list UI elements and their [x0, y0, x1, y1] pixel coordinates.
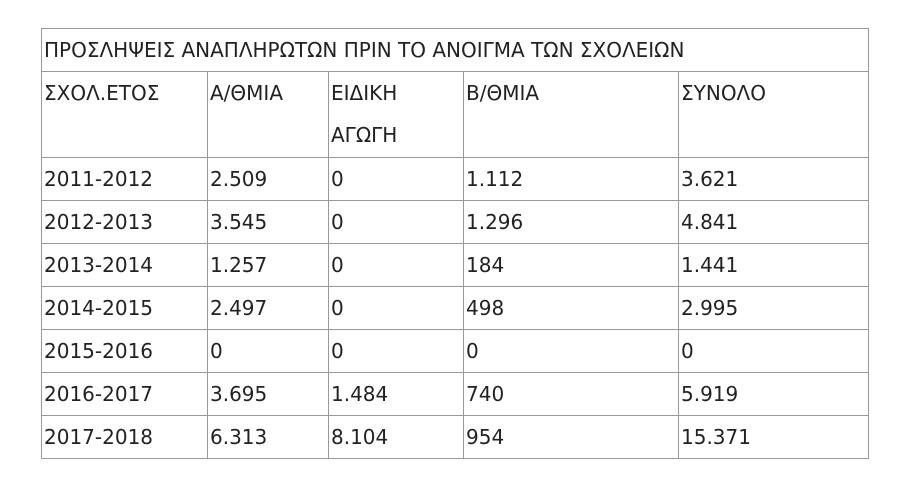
data-cell: 2014-2015 — [41, 286, 208, 330]
data-cell: 2011-2012 — [41, 157, 208, 201]
data-cell: 4.841 — [677, 200, 870, 244]
data-cell: 2015-2016 — [41, 329, 208, 373]
data-row: 2017-2018 6.313 8.104 954 15.371 — [41, 415, 870, 459]
data-cell: 2.995 — [677, 286, 870, 330]
data-cell: 498 — [463, 286, 679, 330]
data-cell: 1.441 — [677, 243, 870, 287]
data-cell: 8.104 — [328, 415, 464, 459]
data-row: 2013-2014 1.257 0 184 1.441 — [41, 243, 870, 287]
data-cell: 2013-2014 — [41, 243, 208, 287]
title-row: ΠΡΟΣΛΗΨΕΙΣ ΑΝΑΠΛΗΡΩΤΩΝ ΠΡΙΝ ΤΟ ΑΝΟΙΓΜΑ Τ… — [40, 28, 870, 72]
data-row: 2012-2013 3.545 0 1.296 4.841 — [41, 200, 870, 244]
data-cell: 1.112 — [463, 157, 679, 201]
data-cell: 2017-2018 — [41, 415, 208, 459]
data-cell: 0 — [463, 329, 679, 373]
header-row: ΣΧΟΛ.ΕΤΟΣ Α/ΘΜΙΑ ΕΙΔΙΚΗ ΑΓΩΓΗ Β/ΘΜΙΑ ΣΥΝΟΛΟ — [41, 71, 870, 158]
data-row: 2015-2016 0 0 0 0 — [41, 329, 870, 373]
data-cell: 1.296 — [463, 200, 679, 244]
data-cell: 954 — [463, 415, 679, 459]
data-cell: 15.371 — [677, 415, 870, 459]
data-cell: 3.695 — [207, 372, 329, 416]
data-row: 2016-2017 3.695 1.484 740 5.919 — [41, 372, 870, 416]
data-cell: 740 — [463, 372, 679, 416]
data-cell: 6.313 — [207, 415, 329, 459]
data-cell: 0 — [328, 200, 464, 244]
data-cell: 3.545 — [207, 200, 329, 244]
data-cell: 2016-2017 — [41, 372, 208, 416]
data-cell: 184 — [463, 243, 679, 287]
data-cell: 0 — [328, 243, 464, 287]
column-header: ΕΙΔΙΚΗ ΑΓΩΓΗ — [328, 71, 464, 158]
data-cell: 3.621 — [677, 157, 870, 201]
column-header: ΣΧΟΛ.ΕΤΟΣ — [41, 71, 208, 158]
table-title: ΠΡΟΣΛΗΨΕΙΣ ΑΝΑΠΛΗΡΩΤΩΝ ΠΡΙΝ ΤΟ ΑΝΟΙΓΜΑ Τ… — [40, 28, 870, 72]
column-header: ΣΥΝΟΛΟ — [677, 71, 870, 158]
data-cell: 2.497 — [207, 286, 329, 330]
data-cell: 0 — [677, 329, 870, 373]
data-cell: 2012-2013 — [41, 200, 208, 244]
data-cell: 0 — [207, 329, 329, 373]
data-cell: 0 — [328, 329, 464, 373]
column-header: Α/ΘΜΙΑ — [207, 71, 329, 158]
table-body: ΠΡΟΣΛΗΨΕΙΣ ΑΝΑΠΛΗΡΩΤΩΝ ΠΡΙΝ ΤΟ ΑΝΟΙΓΜΑ Τ… — [40, 28, 870, 459]
data-cell: 2.509 — [207, 157, 329, 201]
data-cell: 0 — [328, 286, 464, 330]
data-row: 2014-2015 2.497 0 498 2.995 — [41, 286, 870, 330]
data-cell: 1.257 — [207, 243, 329, 287]
data-row: 2011-2012 2.509 0 1.112 3.621 — [41, 157, 870, 201]
data-table: ΠΡΟΣΛΗΨΕΙΣ ΑΝΑΠΛΗΡΩΤΩΝ ΠΡΙΝ ΤΟ ΑΝΟΙΓΜΑ Τ… — [40, 28, 870, 459]
data-cell: 5.919 — [677, 372, 870, 416]
data-cell: 1.484 — [328, 372, 464, 416]
data-cell: 0 — [328, 157, 464, 201]
column-header: Β/ΘΜΙΑ — [463, 71, 679, 158]
